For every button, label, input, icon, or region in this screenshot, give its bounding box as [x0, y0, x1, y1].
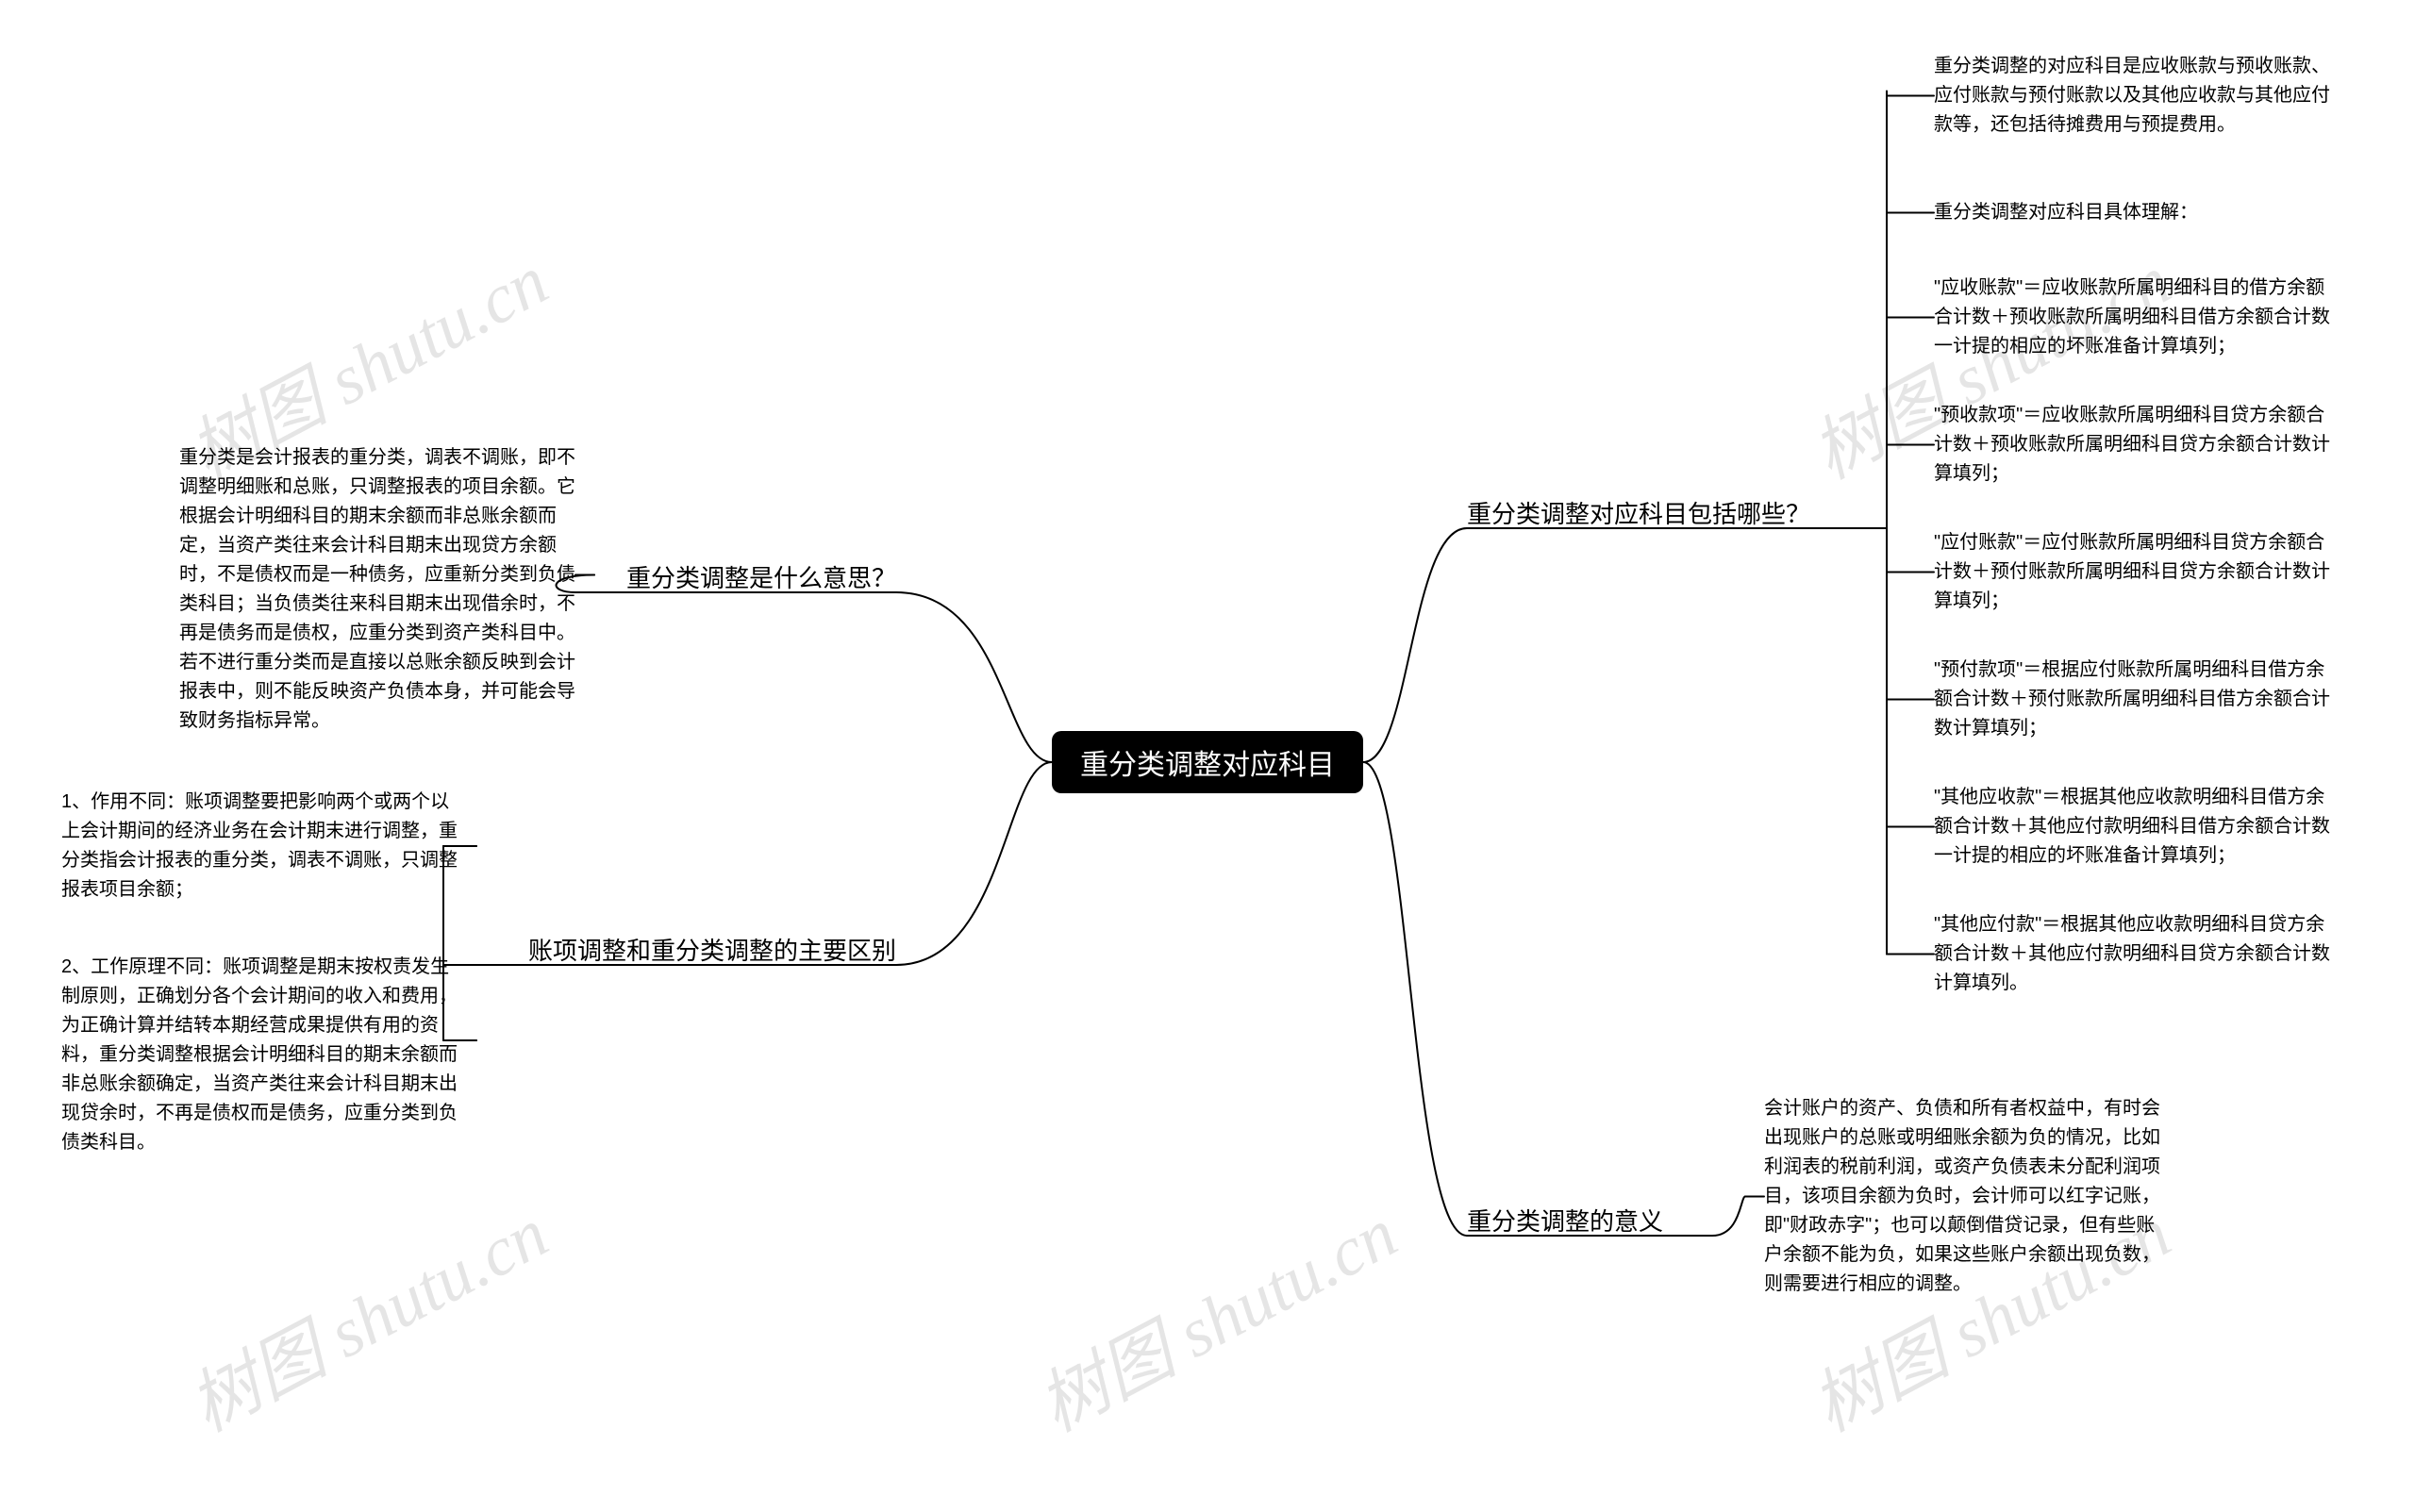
leaf-r1d: "预收款项"＝应收账款所属明细科目贷方余额合计数＋预收账款所属明细科目贷方余额合… [1934, 401, 2330, 489]
leaf-r1f: "预付款项"＝根据应付账款所属明细科目借方余额合计数＋预付账款所属明细科目借方余… [1934, 656, 2330, 743]
leaf-r1g: "其他应收款"＝根据其他应收款明细科目借方余额合计数＋其他应付款明细科目借方余额… [1934, 783, 2330, 871]
leaf-r1h: "其他应付款"＝根据其他应收款明细科目贷方余额合计数＋其他应付款明细科目贷方余额… [1934, 910, 2330, 998]
branch-r2[interactable]: 重分类调整的意义 [1467, 1203, 1693, 1243]
leaf-l2b: 2、工作原理不同：账项调整是期末按权责发生制原则，正确划分各个会计期间的收入和费… [61, 953, 458, 1157]
leaf-r1e: "应付账款"＝应付账款所属明细科目贷方余额合计数＋预付账款所属明细科目贷方余额合… [1934, 528, 2330, 616]
branch-r1[interactable]: 重分类调整对应科目包括哪些？ [1467, 495, 1854, 536]
leaf-r1a: 重分类调整的对应科目是应收账款与预收账款、应付账款与预付账款以及其他应收款与其他… [1934, 52, 2330, 140]
watermark-3: 树图 shutu.cn [1018, 1178, 1411, 1451]
branch-l2[interactable]: 账项调整和重分类调整的主要区别 [476, 932, 896, 972]
mindmap-canvas: 树图 shutu.cn树图 shutu.cn树图 shutu.cn树图 shut… [0, 0, 2415, 1512]
watermark-2: 树图 shutu.cn [169, 1178, 562, 1451]
leaf-l1a: 重分类是会计报表的重分类，调表不调账，即不调整明细账和总账，只调整报表的项目余额… [179, 443, 575, 736]
root-node[interactable]: 重分类调整对应科目 [1052, 731, 1363, 793]
branch-l1[interactable]: 重分类调整是什么意思？ [594, 559, 896, 600]
leaf-l2a: 1、作用不同：账项调整要把影响两个或两个以上会计期间的经济业务在会计期末进行调整… [61, 788, 458, 905]
leaf-r1b: 重分类调整对应科目具体理解： [1934, 198, 2330, 227]
leaf-r2a: 会计账户的资产、负债和所有者权益中，有时会出现账户的总账或明细账余额为负的情况，… [1764, 1094, 2160, 1299]
leaf-r1c: "应收账款"＝应收账款所属明细科目的借方余额合计数＋预收账款所属明细科目借方余额… [1934, 274, 2330, 361]
